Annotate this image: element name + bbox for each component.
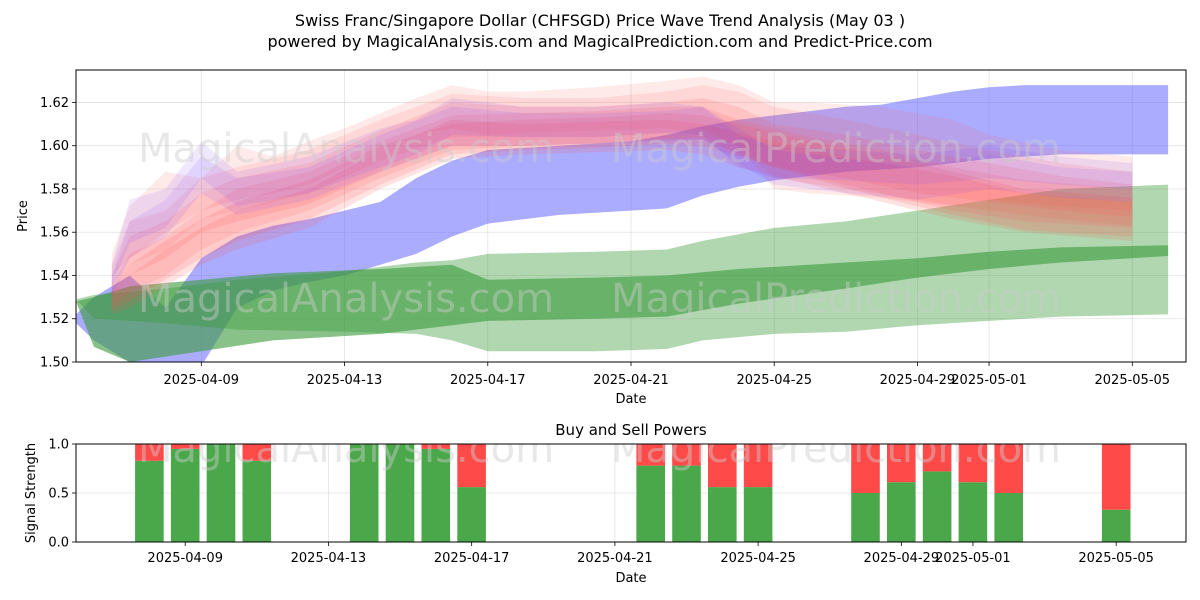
red-band-5 [111, 119, 1133, 315]
red-band-0 [111, 76, 1133, 276]
signal-watermarks: MagicalAnalysis.com MagicalPrediction.co… [138, 426, 1061, 472]
sell-bar [135, 444, 164, 461]
price-y-tick-label: 1.58 [40, 182, 69, 197]
signal-x-ticks: 2025-04-09 2025-04-13 2025-04-17 2025-04-21… [147, 542, 1154, 566]
signal-x-tick-label: 2025-04-13 [291, 551, 367, 566]
signal-chart-title: Buy and Sell Powers [555, 421, 707, 439]
watermark-prediction: MagicalPrediction.com [611, 276, 1061, 322]
watermark-prediction: MagicalPrediction.com [611, 126, 1061, 172]
sell-bar [421, 444, 451, 449]
signal-bars [135, 444, 1131, 542]
buy-bar [851, 493, 880, 542]
sell-bar [994, 444, 1023, 493]
sell-bar [636, 444, 665, 466]
buy-bar [242, 460, 272, 542]
signal-x-tick-label: 2025-04-29 [864, 551, 940, 566]
price-y-tick-label: 1.50 [40, 356, 69, 371]
signal-y-tick-label: 1.0 [48, 438, 69, 453]
price-y-axis-label: Price [16, 200, 31, 232]
buy-bar [385, 444, 415, 542]
price-x-tick-label: 2025-05-05 [1095, 373, 1171, 388]
signal-y-axis-label: Signal Strength [24, 443, 39, 543]
signal-y-tick-label: 0.5 [48, 487, 69, 502]
signal-x-tick-label: 2025-04-25 [720, 551, 796, 566]
buy-bar [170, 448, 200, 542]
sell-bar [457, 444, 486, 488]
red-band-1 [111, 85, 1133, 287]
price-bands [76, 76, 1169, 362]
sell-bar [672, 444, 701, 466]
buy-bar [349, 444, 379, 542]
price-watermarks: MagicalAnalysis.com MagicalPrediction.co… [138, 126, 1061, 322]
purple-band-0 [111, 98, 1133, 287]
price-y-tick-label: 1.52 [40, 312, 69, 327]
price-y-tick-label: 1.60 [40, 139, 69, 154]
price-y-ticks: 1.50 1.52 1.54 1.56 1.58 1.60 1.62 [40, 96, 76, 371]
buy-bar [994, 493, 1023, 542]
chart-subtitle: powered by MagicalAnalysis.com and Magic… [267, 32, 932, 51]
sell-bar [708, 444, 737, 488]
sell-bar [242, 444, 272, 461]
buy-bar [922, 471, 952, 542]
buy-bar [708, 487, 737, 542]
price-y-tick-label: 1.54 [40, 269, 69, 284]
price-x-axis-label: Date [615, 392, 646, 407]
price-x-tick-label: 2025-04-17 [450, 373, 526, 388]
watermark-prediction: MagicalPrediction.com [611, 426, 1061, 472]
price-y-tick-label: 1.56 [40, 226, 69, 241]
signal-x-tick-label: 2025-04-09 [147, 551, 223, 566]
sell-bar [887, 444, 916, 483]
price-x-tick-label: 2025-04-29 [880, 373, 956, 388]
sell-bar [922, 444, 952, 472]
red-band-2 [111, 98, 1133, 298]
buy-bar [206, 444, 236, 542]
signal-y-tick-label: 0.0 [48, 536, 69, 551]
price-y-tick-label: 1.62 [40, 96, 69, 111]
buy-bar [421, 448, 451, 542]
chart-title: Swiss Franc/Singapore Dollar (CHFSGD) Pr… [295, 11, 905, 30]
buy-bar [743, 487, 773, 542]
signal-x-tick-label: 2025-05-01 [935, 551, 1011, 566]
buy-bar [1101, 509, 1131, 542]
price-x-tick-label: 2025-04-21 [593, 373, 669, 388]
watermark-analysis: MagicalAnalysis.com [138, 126, 554, 172]
signal-x-tick-label: 2025-04-21 [577, 551, 653, 566]
sell-bar [1101, 444, 1131, 510]
buy-bar [887, 482, 916, 542]
buy-bar [672, 465, 701, 542]
price-chart: MagicalAnalysis.com MagicalPrediction.co… [16, 69, 1187, 407]
buy-bar [135, 460, 164, 542]
buy-bar [958, 482, 988, 542]
red-band-4 [111, 113, 1133, 311]
price-x-tick-label: 2025-04-13 [307, 373, 383, 388]
price-x-tick-label: 2025-04-25 [736, 373, 812, 388]
price-x-tick-label: 2025-05-01 [951, 373, 1027, 388]
buy-bar [457, 487, 486, 542]
sell-bar [743, 444, 773, 488]
signal-chart: Buy and Sell Powers MagicalAnalysis.com … [24, 421, 1187, 586]
price-x-ticks: 2025-04-09 2025-04-13 2025-04-17 2025-04-21… [164, 362, 1171, 388]
red-band-3 [111, 106, 1133, 306]
signal-x-axis-label: Date [615, 571, 646, 586]
watermark-analysis: MagicalAnalysis.com [138, 276, 554, 322]
sell-bar [170, 444, 200, 449]
price-x-tick-label: 2025-04-09 [164, 373, 240, 388]
blue-band-0 [76, 85, 1169, 362]
signal-x-tick-label: 2025-04-17 [434, 551, 510, 566]
signal-x-tick-label: 2025-05-05 [1078, 551, 1154, 566]
sell-bar [958, 444, 988, 483]
watermark-analysis: MagicalAnalysis.com [138, 426, 554, 472]
buy-bar [636, 465, 665, 542]
green-band-2 [76, 245, 1169, 362]
signal-y-ticks: 0.0 0.5 1.0 [48, 438, 76, 551]
sell-bar [851, 444, 880, 493]
purple-band-1 [111, 106, 1133, 298]
